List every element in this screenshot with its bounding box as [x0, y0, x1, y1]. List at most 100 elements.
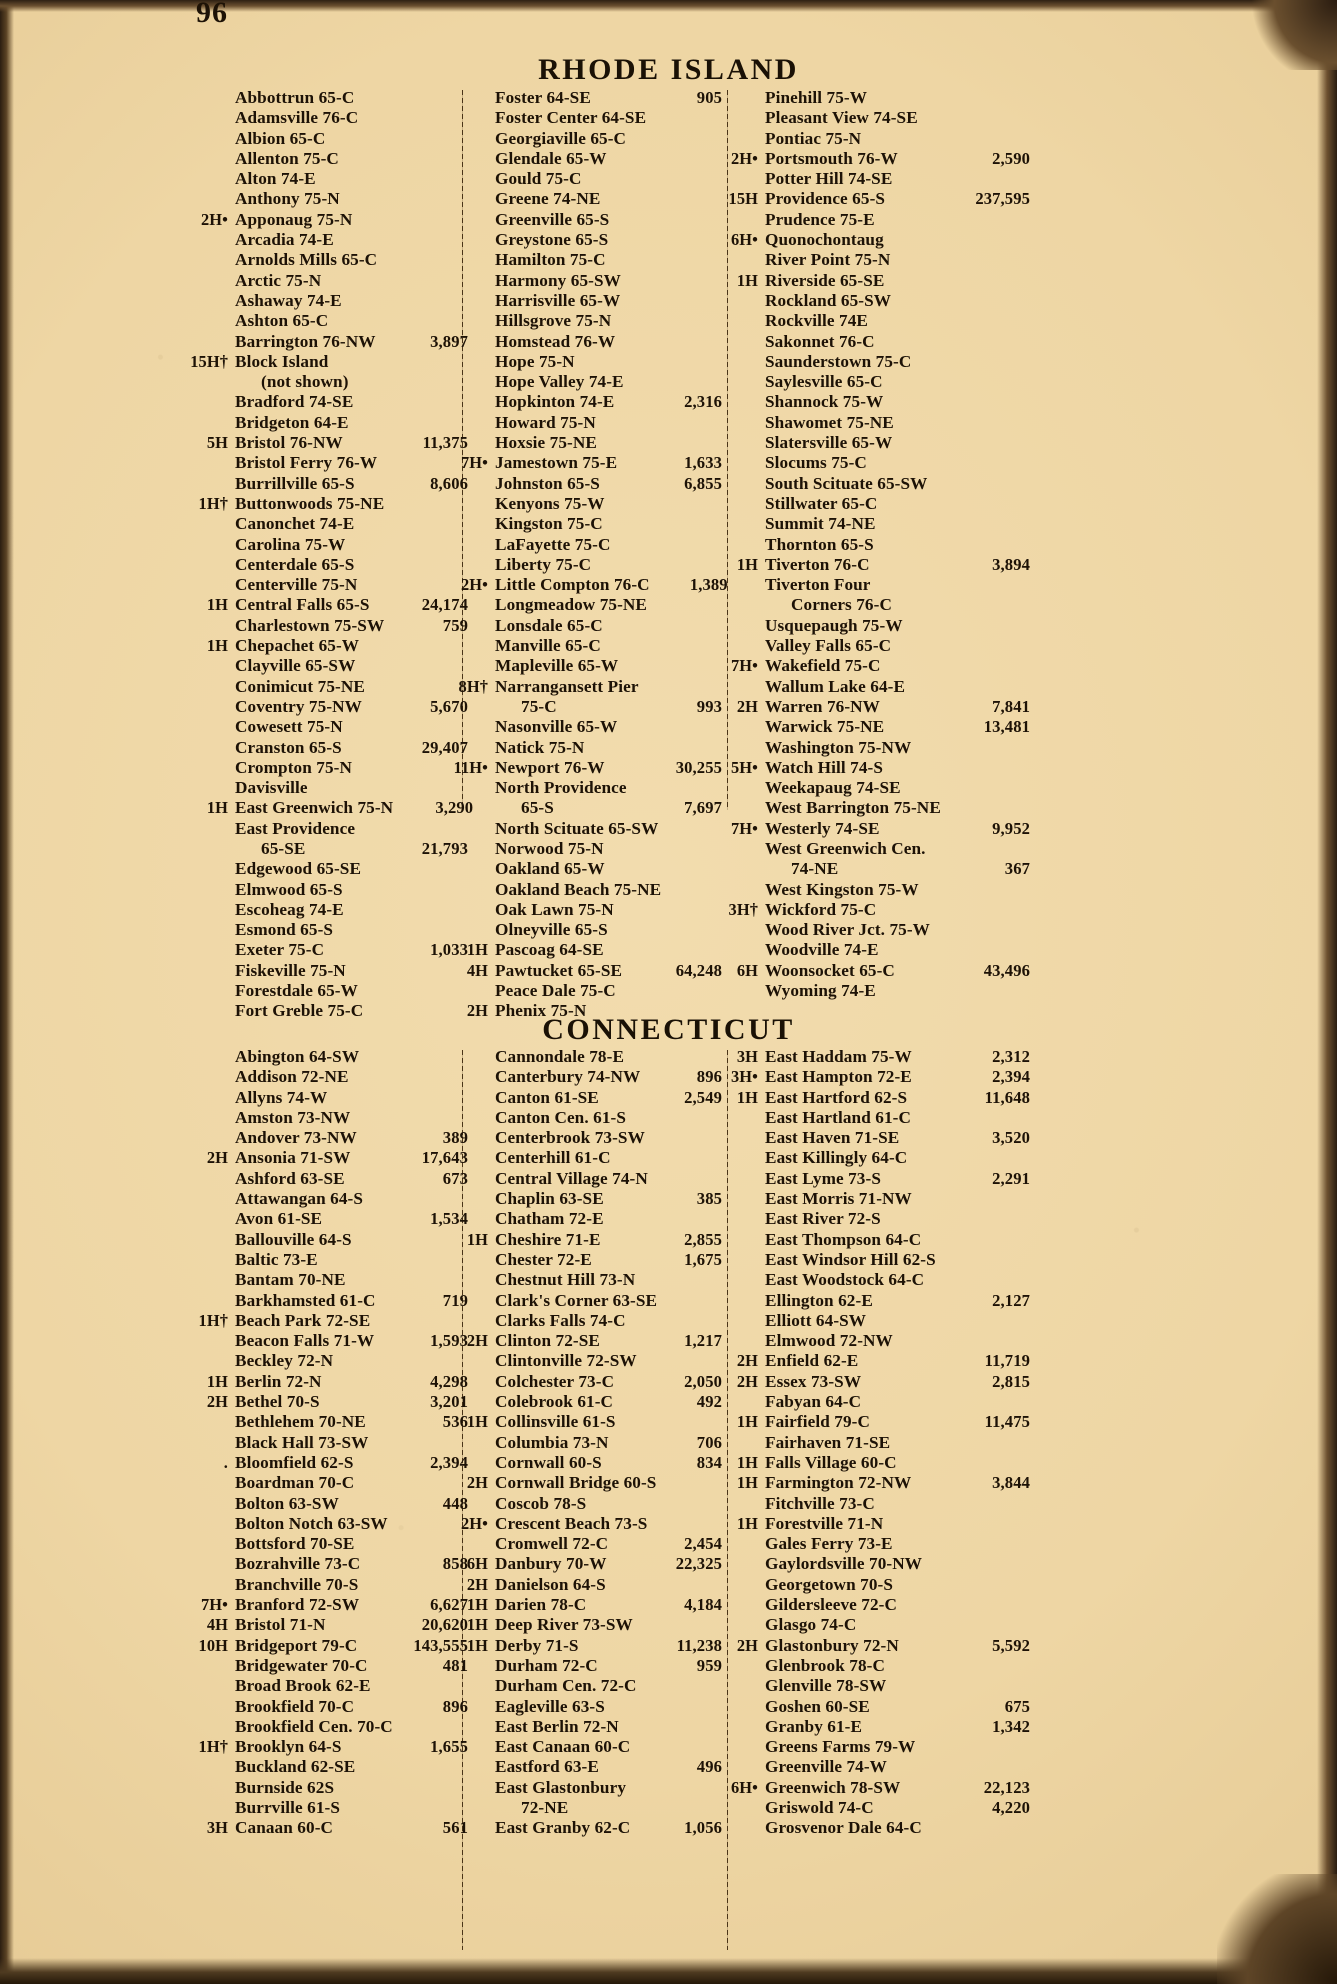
- entry-population: 561: [442, 1818, 468, 1838]
- place-entry-row: Charlestown 75-SW 759: [168, 616, 468, 636]
- entry-population: 20,620: [421, 1615, 468, 1635]
- entry-population: 3,894: [992, 554, 1030, 574]
- entry-map-reference: 2H: [206, 1392, 228, 1412]
- entry-place-name: Lonsdale 65-C: [495, 615, 603, 635]
- place-entry-row: Grosvenor Dale 64-C: [700, 1818, 1030, 1838]
- place-entry-row: Greenville 65-S: [432, 210, 722, 230]
- entry-population: 448: [442, 1493, 468, 1513]
- entry-place-name: Greens Farms 79-W: [765, 1737, 916, 1757]
- place-entry-row: 1H Riverside 65-SE: [700, 271, 1030, 291]
- entry-place-name: 65-S: [521, 798, 554, 818]
- place-entry-row: Glenbrook 78-C: [700, 1656, 1030, 1676]
- entry-place-name: Westerly 74-SE: [765, 818, 880, 838]
- place-entry-row: Durham 72-C 959: [432, 1656, 722, 1676]
- place-entry-row: East Haven 71-SE 3,520: [700, 1128, 1030, 1148]
- place-entry-row: Nasonville 65-W: [432, 717, 722, 737]
- entry-map-reference: 5H•: [731, 757, 758, 777]
- place-entry-row: Abington 64-SW: [168, 1047, 468, 1067]
- entry-place-name: Bottsford 70-SE: [235, 1534, 355, 1554]
- entry-place-name: Slocums 75-C: [765, 453, 867, 473]
- entry-place-name: Canonchet 74-E: [235, 514, 355, 534]
- place-entry-row: 15H† Block Island: [168, 352, 468, 372]
- entry-population: 11,238: [676, 1635, 722, 1655]
- entry-place-name: Goshen 60-SE: [765, 1696, 870, 1716]
- place-entry-row: 65-S 7,697: [432, 798, 722, 818]
- entry-place-name: Oak Lawn 75-N: [495, 899, 614, 919]
- place-entry-row: 7H• Westerly 74-SE 9,952: [700, 819, 1030, 839]
- place-entry-row: 3H† Wickford 75-C: [700, 900, 1030, 920]
- place-entry-row: Eastford 63-E 496: [432, 1757, 722, 1777]
- place-entry-row: 1H Farmington 72-NW 3,844: [700, 1473, 1030, 1493]
- entry-place-name: Bristol 71-N: [235, 1615, 326, 1635]
- entry-place-name: Centerville 75-N: [235, 575, 358, 595]
- place-entry-row: 3H Canaan 60-C 561: [168, 1818, 468, 1838]
- entry-population: 1,217: [684, 1331, 722, 1351]
- place-entry-row: Oak Lawn 75-N: [432, 900, 722, 920]
- entry-place-name: Central Village 74-N: [495, 1168, 648, 1188]
- place-entry-row: Baltic 73-E: [168, 1250, 468, 1270]
- place-entry-row: West Barrington 75-NE: [700, 798, 1030, 818]
- entry-map-reference: 7H•: [731, 656, 758, 676]
- place-entry-row: 2H• Portsmouth 76-W 2,590: [700, 149, 1030, 169]
- entry-place-name: Wood River Jct. 75-W: [765, 920, 930, 940]
- place-entry-row: Canton 61-SE 2,549: [432, 1088, 722, 1108]
- entry-place-name: Wakefield 75-C: [765, 656, 881, 676]
- entry-place-name: Pinehill 75-W: [765, 88, 868, 107]
- place-entry-row: Arnolds Mills 65-C: [168, 250, 468, 270]
- entry-map-reference: 2H: [466, 1001, 488, 1021]
- entry-place-name: Narrangansett Pier: [495, 676, 639, 696]
- entry-place-name: Prudence 75-E: [765, 209, 875, 229]
- place-entry-row: East Lyme 73-S 2,291: [700, 1169, 1030, 1189]
- entry-place-name: Greenville 65-S: [495, 209, 610, 229]
- entry-place-name: Brookfield Cen. 70-C: [235, 1716, 393, 1736]
- place-entry-row: West Kingston 75-W: [700, 880, 1030, 900]
- place-entry-row: Mapleville 65-W: [432, 656, 722, 676]
- place-entry-row: Clintonville 72-SW: [432, 1351, 722, 1371]
- entry-population: 492: [696, 1392, 722, 1412]
- place-entry-row: Elmwood 72-NW: [700, 1331, 1030, 1351]
- place-entry-row: Clark's Corner 63-SE: [432, 1291, 722, 1311]
- entry-place-name: Avon 61-SE: [235, 1209, 323, 1229]
- place-entry-row: East Hartland 61-C: [700, 1108, 1030, 1128]
- entry-population: 536: [442, 1412, 468, 1432]
- place-entry-row: North Providence: [432, 778, 722, 798]
- entry-population: 2,127: [992, 1290, 1030, 1310]
- entry-place-name: Gales Ferry 73-E: [765, 1534, 893, 1554]
- place-entry-row: Chatham 72-E: [432, 1209, 722, 1229]
- entry-place-name: Clayville 65-SW: [235, 656, 356, 676]
- entry-place-name: Conimicut 75-NE: [235, 676, 365, 696]
- entry-place-name: Elliott 64-SW: [765, 1310, 867, 1330]
- entry-place-name: 74-NE: [791, 859, 839, 879]
- place-entry-row: Bethlehem 70-NE 536: [168, 1412, 468, 1432]
- entry-place-name: Edgewood 65-SE: [235, 859, 362, 879]
- entry-map-reference: 1H: [736, 1473, 758, 1493]
- place-entry-row: Columbia 73-N 706: [432, 1433, 722, 1453]
- entry-place-name: Eagleville 63-S: [495, 1696, 605, 1716]
- place-entry-row: Carolina 75-W: [168, 535, 468, 555]
- entry-population: 2,312: [992, 1047, 1030, 1066]
- place-entry-row: Rockland 65-SW: [700, 291, 1030, 311]
- place-entry-row: Arctic 75-N: [168, 271, 468, 291]
- place-entry-row: 1H Fairfield 79-C 11,475: [700, 1412, 1030, 1432]
- place-entry-row: Hillsgrove 75-N: [432, 311, 722, 331]
- entry-place-name: Corners 76-C: [791, 595, 892, 615]
- entry-map-reference: 6H•: [731, 1777, 758, 1797]
- place-entry-row: Hamilton 75-C: [432, 250, 722, 270]
- entry-place-name: East Granby 62-C: [495, 1818, 631, 1838]
- entry-place-name: Clinton 72-SE: [495, 1331, 600, 1351]
- entry-place-name: Broad Brook 62-E: [235, 1676, 371, 1696]
- entry-population: 7,841: [992, 696, 1030, 716]
- entry-place-name: Woonsocket 65-C: [765, 960, 895, 980]
- entry-population: 1,655: [430, 1737, 468, 1757]
- place-entry-row: Boardman 70-C: [168, 1473, 468, 1493]
- place-entry-row: 1H† Brooklyn 64-S 1,655: [168, 1737, 468, 1757]
- entry-place-name: Rockland 65-SW: [765, 290, 892, 310]
- place-entry-row: Albion 65-C: [168, 129, 468, 149]
- entry-place-name: River Point 75-N: [765, 250, 891, 270]
- entry-map-reference: 2H: [736, 1351, 758, 1371]
- place-entry-row: Usquepaugh 75-W: [700, 616, 1030, 636]
- entry-place-name: Georgetown 70-S: [765, 1574, 893, 1594]
- entry-population: 2,050: [684, 1371, 722, 1391]
- entry-place-name: Danielson 64-S: [495, 1574, 606, 1594]
- place-entry-row: Exeter 75-C 1,033: [168, 940, 468, 960]
